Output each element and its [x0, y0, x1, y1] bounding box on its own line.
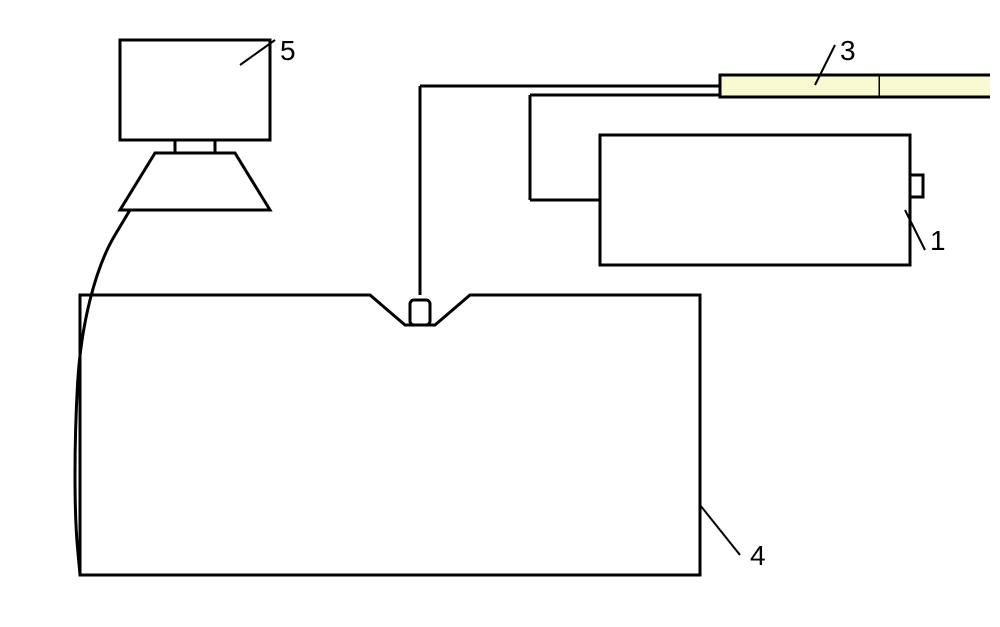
- monitor-base: [120, 153, 270, 210]
- workpiece-block: [80, 295, 700, 575]
- label-4: 4: [750, 540, 766, 572]
- label-1: 1: [930, 225, 946, 257]
- torch-tip: [410, 300, 430, 325]
- wire-right-fill: [880, 75, 990, 97]
- monitor-screen: [120, 40, 270, 140]
- power-supply-knob: [910, 175, 923, 197]
- schematic-diagram: [0, 0, 1000, 627]
- power-supply: [600, 135, 910, 265]
- label-5: 5: [280, 35, 296, 67]
- label-3: 3: [840, 35, 856, 67]
- monitor-cable: [75, 210, 130, 575]
- wire-feeder-tube: [720, 75, 880, 97]
- leader-l1: [905, 210, 925, 250]
- leader-l4: [700, 505, 740, 555]
